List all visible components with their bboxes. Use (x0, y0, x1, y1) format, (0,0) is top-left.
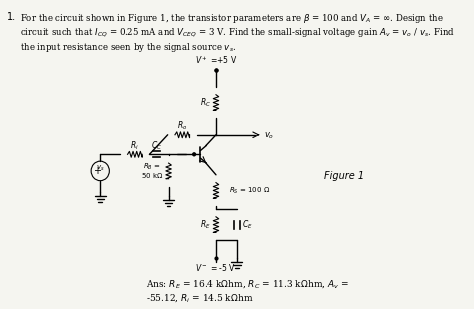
Text: $C_C$: $C_C$ (151, 139, 162, 152)
Text: Ans: $R_E$ = 16.4 k$\Omega$hm, $R_C$ = 11.3 k$\Omega$hm, $A_v$ =
-55.12, $R_i$ =: Ans: $R_E$ = 16.4 k$\Omega$hm, $R_C$ = 1… (146, 278, 349, 304)
Text: $V^-$ = -5 V: $V^-$ = -5 V (195, 262, 237, 273)
Text: $R_C$: $R_C$ (200, 96, 210, 109)
Text: $R_E$: $R_E$ (200, 218, 210, 231)
Text: $R_S$ = 100 $\Omega$: $R_S$ = 100 $\Omega$ (229, 185, 270, 196)
Text: $R_i$: $R_i$ (130, 139, 139, 152)
Text: $V^+$ =+5 V: $V^+$ =+5 V (195, 55, 237, 66)
Text: Figure 1: Figure 1 (323, 171, 364, 181)
Text: $v_s$: $v_s$ (96, 163, 105, 173)
Text: For the circuit shown in Figure 1, the transistor parameters are $\beta$ = 100 a: For the circuit shown in Figure 1, the t… (20, 12, 455, 54)
Text: $R_B$ =: $R_B$ = (143, 162, 161, 172)
Text: $R_o$: $R_o$ (177, 120, 187, 132)
Text: $C_E$: $C_E$ (242, 218, 253, 231)
Text: 1.: 1. (7, 12, 17, 22)
Text: 50 k$\Omega$: 50 k$\Omega$ (141, 171, 164, 180)
Text: +: + (93, 166, 101, 176)
Text: $v_o$: $v_o$ (264, 130, 274, 141)
Circle shape (193, 153, 195, 156)
